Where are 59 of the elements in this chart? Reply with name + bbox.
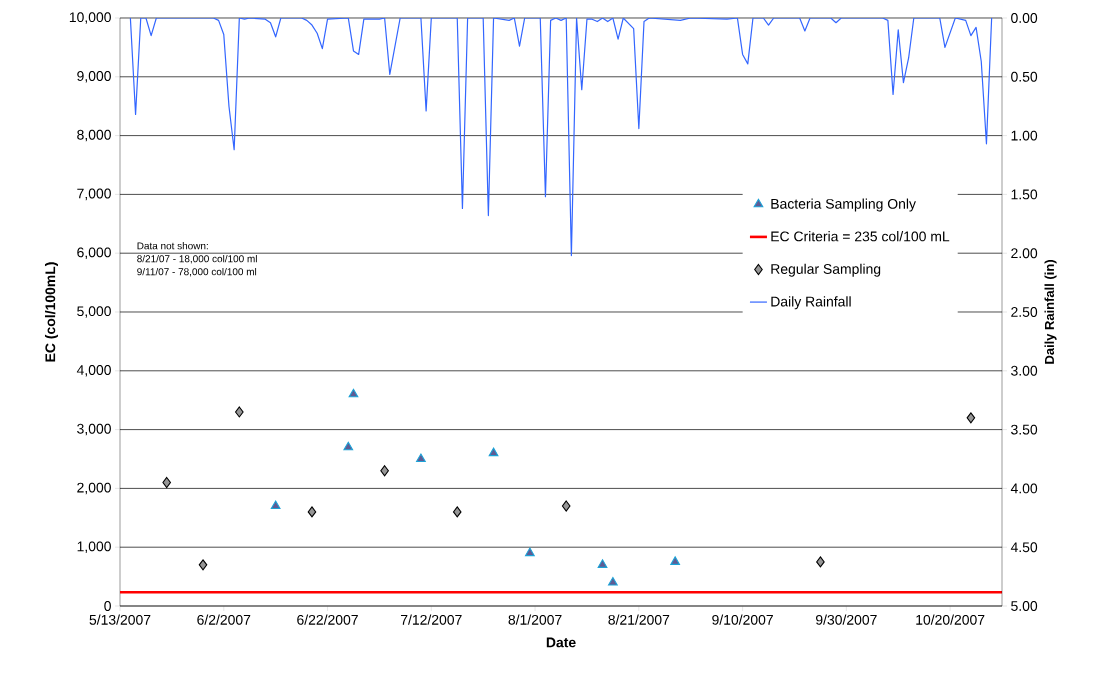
y2-tick-label: 2.50 bbox=[1011, 307, 1038, 317]
x-tick-label: 6/22/2007 bbox=[297, 614, 358, 625]
y-tick-label: 6,000 bbox=[77, 247, 111, 259]
line-series bbox=[129, 18, 993, 257]
annotation: 8/21/07 - 18,000 col/100 ml bbox=[137, 254, 257, 264]
y2-tick-label: 3.00 bbox=[1011, 365, 1038, 376]
annotation: 9/11/07 - 78,000 col/100 ml bbox=[137, 267, 257, 277]
x-tick-label: 9/10/2007 bbox=[712, 614, 773, 625]
point bbox=[307, 506, 317, 518]
y2-tick-label: 5.00 bbox=[1011, 601, 1038, 611]
point bbox=[270, 500, 281, 510]
y2-axis-title: Daily Rainfall (in) bbox=[1044, 260, 1057, 364]
x-tick-label: 10/20/2007 bbox=[916, 614, 985, 625]
point bbox=[561, 500, 571, 512]
y-tick-label: 8,000 bbox=[77, 129, 111, 142]
y-tick-label: 4,000 bbox=[76, 365, 111, 377]
y-tick-label: 1,000 bbox=[77, 541, 111, 553]
point bbox=[488, 447, 499, 457]
y-tick-label: 5,000 bbox=[77, 306, 111, 318]
x-tick-label: 8/21/2007 bbox=[608, 614, 670, 625]
legend-label: Bacteria Sampling Only bbox=[771, 198, 916, 212]
x-tick-label: 7/12/2007 bbox=[400, 614, 462, 625]
point bbox=[525, 547, 535, 557]
y-tick-label: 2,000 bbox=[77, 482, 111, 495]
point bbox=[452, 506, 462, 518]
x-tick-label: 5/13/2007 bbox=[89, 614, 151, 625]
y2-tick-label: 1.00 bbox=[1011, 130, 1038, 141]
y-tick-label: 9,000 bbox=[77, 71, 111, 83]
point bbox=[235, 406, 244, 418]
point bbox=[343, 441, 354, 451]
legend-label: Daily Rainfall bbox=[771, 296, 851, 310]
x-tick-label: 8/1/2007 bbox=[508, 614, 562, 625]
point bbox=[670, 556, 681, 565]
point bbox=[816, 556, 825, 568]
point bbox=[416, 453, 426, 463]
y-tick-label: 7,000 bbox=[77, 188, 111, 201]
y-axis-title: EC (col/100mL) bbox=[44, 262, 58, 362]
y2-tick-label: 0.00 bbox=[1011, 13, 1038, 23]
y-tick-label: 0 bbox=[104, 601, 111, 611]
point bbox=[198, 559, 208, 571]
annotation: Data not shown: bbox=[137, 242, 208, 250]
point bbox=[608, 576, 618, 586]
y2-tick-label: 4.50 bbox=[1010, 542, 1038, 553]
y2-tick-label: 0.50 bbox=[1011, 71, 1038, 82]
point bbox=[380, 465, 389, 477]
x-tick-label: 6/2/2007 bbox=[197, 614, 251, 625]
y-tick-label: 3,000 bbox=[77, 423, 111, 436]
legend-label: Regular Sampling bbox=[771, 263, 881, 277]
y2-tick-label: 3.50 bbox=[1011, 424, 1038, 435]
point bbox=[348, 388, 359, 398]
point bbox=[966, 412, 976, 424]
y2-tick-label: 4.00 bbox=[1010, 483, 1038, 494]
y2-tick-label: 2.00 bbox=[1011, 248, 1038, 259]
y2-tick-label: 1.50 bbox=[1011, 189, 1038, 200]
x-axis-title: Date bbox=[546, 637, 576, 648]
x-tick-label: 9/30/2007 bbox=[815, 614, 877, 625]
point bbox=[597, 559, 608, 568]
legend-label: EC Criteria = 235 col/100 mL bbox=[771, 231, 950, 242]
y-tick-label: 10,000 bbox=[69, 12, 111, 24]
